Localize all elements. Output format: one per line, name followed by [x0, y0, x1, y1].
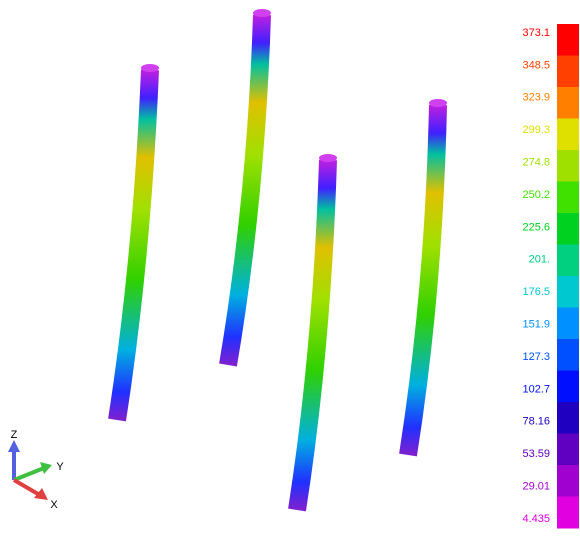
legend-band [557, 308, 579, 340]
legend-band [557, 465, 579, 497]
rod [297, 160, 328, 510]
legend-label: 250.2 [522, 189, 550, 201]
legend-band [557, 150, 579, 182]
legend-band [557, 87, 579, 119]
z-label: Z [11, 429, 18, 441]
legend-label: 127.3 [522, 351, 550, 363]
legend-label: 299.3 [522, 124, 550, 136]
rod [408, 105, 438, 455]
rod-cap [319, 154, 337, 162]
legend-band [557, 182, 579, 214]
legend-label: 78.16 [522, 416, 550, 428]
legend-band [557, 24, 579, 56]
legend-label: 29.01 [522, 481, 550, 493]
legend-band [557, 276, 579, 308]
legend-band [557, 371, 579, 403]
z-arrowhead [8, 440, 20, 452]
legend-band [557, 119, 579, 151]
legend-label: 348.5 [522, 59, 550, 71]
legend-label: 151.9 [522, 319, 550, 331]
legend-band [557, 245, 579, 277]
legend-label: 225.6 [522, 221, 550, 233]
rod-cap [253, 9, 271, 17]
legend-band [557, 402, 579, 434]
legend-band [557, 213, 579, 245]
legend-band [557, 56, 579, 88]
rods [117, 9, 447, 510]
legend-label: 274.8 [522, 157, 550, 169]
rod [228, 15, 262, 365]
legend-label: 176.5 [522, 286, 550, 298]
axis-triad: Z Y X [8, 429, 64, 511]
legend-label: 4.435 [522, 513, 550, 525]
color-legend: 373.1 348.5 323.9 299.3 274.8 250.2 225.6 201. 1… [522, 24, 579, 529]
legend-band [557, 497, 579, 529]
y-arrow [14, 468, 44, 480]
legend-band [557, 339, 579, 371]
legend-band [557, 434, 579, 466]
rod [117, 70, 150, 420]
legend-label: 323.9 [522, 92, 550, 104]
legend-label: 53.59 [522, 448, 550, 460]
legend-label: 102.7 [522, 383, 550, 395]
x-label: X [50, 499, 58, 511]
rod-cap [429, 99, 447, 107]
legend-label: 201. [529, 254, 550, 266]
y-label: Y [56, 461, 64, 473]
x-arrow [14, 480, 38, 494]
rod-cap [141, 64, 159, 72]
legend-label: 373.1 [522, 27, 550, 39]
result-view: Z Y X 373.1 348.5 323.9 299.3 274.8 250.2 225.… [0, 0, 580, 536]
